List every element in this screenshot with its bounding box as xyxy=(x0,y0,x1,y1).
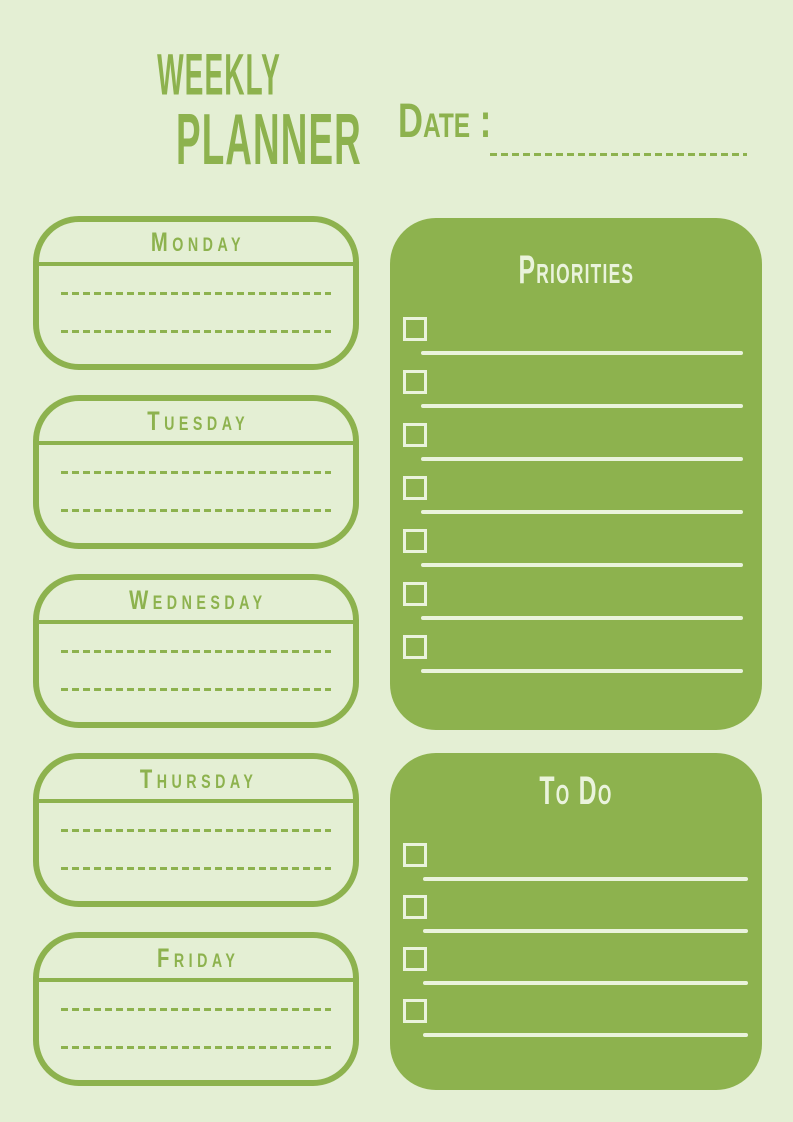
todo-list xyxy=(390,843,762,1051)
todo-row xyxy=(390,947,762,999)
todo-blank-line[interactable] xyxy=(423,929,748,933)
checkbox-icon[interactable] xyxy=(403,895,427,919)
priority-row xyxy=(390,635,762,688)
todo-blank-line[interactable] xyxy=(423,981,748,985)
priority-row xyxy=(390,370,762,423)
todo-row xyxy=(390,999,762,1051)
todo-row xyxy=(390,843,762,895)
day-notes-area[interactable] xyxy=(39,982,353,1076)
day-note-line[interactable] xyxy=(61,330,331,333)
priority-blank-line[interactable] xyxy=(421,563,743,567)
priorities-panel: Priorities xyxy=(390,218,762,730)
day-note-line[interactable] xyxy=(61,471,331,474)
todo-title: To Do xyxy=(539,769,613,813)
date-blank-line[interactable] xyxy=(490,153,747,156)
day-note-line[interactable] xyxy=(61,688,331,691)
priority-blank-line[interactable] xyxy=(421,616,743,620)
priorities-title-wrap: Priorities xyxy=(390,250,762,290)
day-card-friday: Friday xyxy=(33,932,359,1086)
page-title-line2: PLANNER xyxy=(176,99,362,180)
priority-row xyxy=(390,317,762,370)
priority-blank-line[interactable] xyxy=(421,404,743,408)
todo-blank-line[interactable] xyxy=(423,877,748,881)
page-title: WEEKLY PLANNER xyxy=(100,42,361,176)
day-label: Monday xyxy=(151,226,246,257)
priority-blank-line[interactable] xyxy=(421,457,743,461)
checkbox-icon[interactable] xyxy=(403,947,427,971)
checkbox-icon[interactable] xyxy=(403,843,427,867)
priority-blank-line[interactable] xyxy=(421,510,743,514)
checkbox-icon[interactable] xyxy=(403,635,427,659)
checkbox-icon[interactable] xyxy=(403,999,427,1023)
todo-title-wrap: To Do xyxy=(390,771,762,811)
priorities-title: Priorities xyxy=(518,248,634,292)
day-notes-area[interactable] xyxy=(39,803,353,897)
checkbox-icon[interactable] xyxy=(403,582,427,606)
priority-row xyxy=(390,529,762,582)
day-notes-area[interactable] xyxy=(39,445,353,539)
day-card-header: Friday xyxy=(39,938,353,982)
day-note-line[interactable] xyxy=(61,292,331,295)
priorities-list xyxy=(390,317,762,688)
day-note-line[interactable] xyxy=(61,867,331,870)
checkbox-icon[interactable] xyxy=(403,423,427,447)
day-card-wednesday: Wednesday xyxy=(33,574,359,728)
day-notes-area[interactable] xyxy=(39,624,353,718)
priority-row xyxy=(390,582,762,635)
checkbox-icon[interactable] xyxy=(403,370,427,394)
checkbox-icon[interactable] xyxy=(403,529,427,553)
day-label: Thursday xyxy=(139,763,258,794)
date-field: Date : xyxy=(398,98,527,146)
day-note-line[interactable] xyxy=(61,650,331,653)
page-title-line1: WEEKLY xyxy=(157,42,281,108)
day-label: Friday xyxy=(157,942,240,973)
date-label: Date : xyxy=(398,95,492,148)
todo-blank-line[interactable] xyxy=(423,1033,748,1037)
checkbox-icon[interactable] xyxy=(403,317,427,341)
day-note-line[interactable] xyxy=(61,1008,331,1011)
priority-row xyxy=(390,476,762,529)
day-card-monday: Monday xyxy=(33,216,359,370)
priority-blank-line[interactable] xyxy=(421,669,743,673)
day-card-header: Thursday xyxy=(39,759,353,803)
priority-blank-line[interactable] xyxy=(421,351,743,355)
day-notes-area[interactable] xyxy=(39,266,353,360)
priority-row xyxy=(390,423,762,476)
day-card-tuesday: Tuesday xyxy=(33,395,359,549)
day-card-header: Tuesday xyxy=(39,401,353,445)
day-note-line[interactable] xyxy=(61,1046,331,1049)
day-note-line[interactable] xyxy=(61,509,331,512)
todo-panel: To Do xyxy=(390,753,762,1090)
day-card-header: Wednesday xyxy=(39,580,353,624)
todo-row xyxy=(390,895,762,947)
day-label: Tuesday xyxy=(147,405,250,436)
day-note-line[interactable] xyxy=(61,829,331,832)
day-card-header: Monday xyxy=(39,222,353,266)
checkbox-icon[interactable] xyxy=(403,476,427,500)
day-label: Wednesday xyxy=(129,584,267,615)
day-card-thursday: Thursday xyxy=(33,753,359,907)
